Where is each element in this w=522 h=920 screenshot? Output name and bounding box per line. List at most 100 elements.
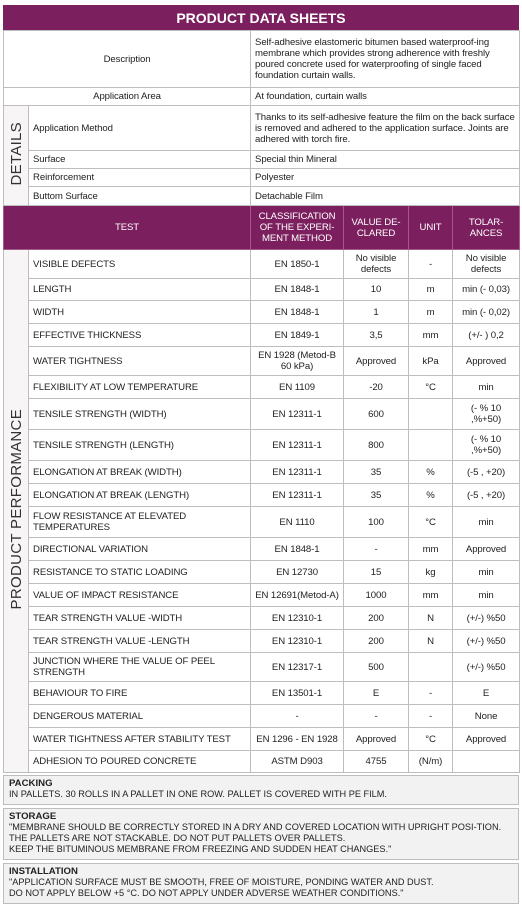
- declared-value: 500: [343, 652, 410, 682]
- test-method: EN 1928 (Metod-B 60 kPa): [250, 346, 345, 376]
- performance-row: ELONGATION AT BREAK (LENGTH) EN 12311-1 35…: [4, 483, 521, 507]
- performance-row: WIDTH EN 1848-1 1 m min (- 0,02): [4, 300, 521, 324]
- performance-row: LENGTH EN 1848-1 10 m min (- 0,03): [4, 278, 521, 301]
- unit: [408, 652, 454, 682]
- test-name: EFFECTIVE THICKNESS: [27, 323, 252, 347]
- test-name: ELONGATION AT BREAK (LENGTH): [27, 483, 252, 507]
- note: INSTALLATION "APPLICATION SURFACE MUST BE…: [3, 863, 519, 904]
- details-row: Buttom Surface Detachable Film: [4, 186, 521, 206]
- test-name: FLEXIBILITY AT LOW TEMPERATURE: [27, 375, 252, 399]
- row-label: Buttom Surface: [27, 186, 252, 206]
- unit: N: [408, 629, 454, 653]
- test-name: ELONGATION AT BREAK (WIDTH): [27, 460, 252, 484]
- tolerance: Approved: [452, 537, 521, 561]
- details-row: Surface Special thin Mineral: [4, 150, 521, 169]
- row-label: Application Area: [2, 87, 252, 106]
- declared-value: -20: [343, 375, 410, 399]
- test-name: WATER TIGHTNESS AFTER STABILITY TEST: [27, 727, 252, 751]
- test-method: EN 1849-1: [250, 323, 345, 347]
- note-text: "APPLICATION SURFACE MUST BE SMOOTH, FRE…: [9, 877, 434, 898]
- test-name: LENGTH: [27, 278, 252, 301]
- unit: mm: [408, 537, 454, 561]
- declared-value: 3,5: [343, 323, 410, 347]
- unit: °C: [408, 506, 454, 538]
- test-method: EN 12310-1: [250, 606, 345, 630]
- column-header: VALUE DE-CLARED: [343, 205, 410, 250]
- performance-row: DIRECTIONAL VARIATION EN 1848-1- mm Approve…: [4, 537, 521, 561]
- test-method: EN 12311-1: [250, 398, 345, 430]
- test-method: EN 1850-1: [250, 249, 345, 279]
- column-header: TOLAR-ANCES: [452, 205, 521, 250]
- tolerance: min: [452, 583, 521, 607]
- details-row: DETAILS Application Method Thanks to its s…: [3, 105, 521, 206]
- declared-value: 600: [343, 398, 410, 430]
- test-method: -: [250, 704, 345, 728]
- test-name: DENGEROUS MATERIAL: [27, 704, 252, 728]
- test-method: EN 12317-1: [250, 652, 345, 682]
- column-header: TEST: [2, 205, 252, 250]
- test-method: EN 1848-1: [250, 300, 345, 324]
- declared-value: 100: [343, 506, 410, 538]
- performance-row: FLOW RESISTANCE AT ELEVATED TEMPERATURES…: [4, 506, 521, 538]
- note-text: IN PALLETS. 30 ROLLS IN A PALLET IN ONE …: [9, 789, 387, 799]
- unit: °C: [408, 727, 454, 751]
- declared-value: -: [343, 537, 410, 561]
- note-title: INSTALLATION: [9, 866, 78, 877]
- test-name: ADHESION TO POURED CONCRETE: [27, 750, 252, 773]
- tolerance: (-5 , +20): [452, 460, 521, 484]
- row-value: At foundation, curtain walls: [250, 87, 521, 106]
- declared-value: 4755: [343, 750, 410, 773]
- declared-value: 15: [343, 560, 410, 584]
- tolerance: None: [452, 704, 521, 728]
- unit: mm: [408, 323, 454, 347]
- tolerance: (-5 , +20): [452, 483, 521, 507]
- declared-value: 200: [343, 606, 410, 630]
- note-text: "MEMBRANE SHOULD BE CORRECTLY STORED IN …: [9, 822, 502, 854]
- tolerance: No visible defects: [452, 249, 521, 279]
- test-method: EN 12311-1: [250, 429, 345, 461]
- note-title: PACKING: [9, 778, 53, 789]
- column-header: CLASSIFICATION OF THE EXPERI-MENT METHOD: [250, 205, 345, 250]
- unit: mm: [408, 583, 454, 607]
- performance-row: TENSILE STRENGTH (LENGTH) EN 12311-1 800 (-…: [4, 429, 521, 461]
- unit: [408, 398, 454, 430]
- tolerance: min: [452, 560, 521, 584]
- unit: -: [408, 681, 454, 705]
- tolerance: Approved: [452, 727, 521, 751]
- notes: PACKING IN PALLETS. 30 ROLLS IN A PALLET …: [3, 775, 519, 904]
- row-label: Surface: [27, 150, 252, 169]
- performance-row: EFFECTIVE THICKNESS EN 1849-1 3,5 mm (+/- ) …: [4, 323, 521, 347]
- data-sheet: PRODUCT DATA SHEETS Description Self-adhe…: [2, 5, 521, 907]
- test-method: EN 13501-1: [250, 681, 345, 705]
- general-row: Description Self-adhesive elastomeric bit…: [2, 30, 521, 88]
- declared-value: No visible defects: [343, 249, 410, 279]
- unit: kPa: [408, 346, 454, 376]
- performance-row: ELONGATION AT BREAK (WIDTH) EN 12311-1 35%…: [4, 460, 521, 484]
- header-row: TEST CLASSIFICATION OF THE EXPERI-MENT ME…: [2, 205, 521, 250]
- row-value: Self-adhesive elastomeric bitumen based …: [250, 30, 521, 88]
- tolerance: (- % 10 ,%+50): [452, 398, 521, 430]
- test-method: ASTM D903: [250, 750, 345, 773]
- unit: (N/m): [408, 750, 454, 773]
- declared-value: 200: [343, 629, 410, 653]
- performance-row: TEAR STRENGTH VALUE -LENGTH EN 12310-1 200…: [4, 629, 521, 653]
- tolerance: E: [452, 681, 521, 705]
- unit: m: [408, 300, 454, 324]
- tolerance: min: [452, 506, 521, 538]
- test-name: RESISTANCE TO STATIC LOADING: [27, 560, 252, 584]
- test-name: VISIBLE DEFECTS: [27, 249, 252, 279]
- tolerance: min (- 0,03): [452, 278, 521, 301]
- unit: N: [408, 606, 454, 630]
- performance-label: PRODUCT PERFORMANCE: [7, 409, 25, 610]
- test-name: FLOW RESISTANCE AT ELEVATED TEMPERATURES: [27, 506, 252, 538]
- declared-value: 1: [343, 300, 410, 324]
- unit: -: [408, 704, 454, 728]
- test-method: EN 12730: [250, 560, 345, 584]
- performance-group: PRODUCT PERFORMANCE: [3, 249, 29, 773]
- unit: -: [408, 249, 454, 279]
- test-name: TEAR STRENGTH VALUE -LENGTH: [27, 629, 252, 653]
- row-label: Description: [2, 30, 252, 88]
- performance-row: TENSILE STRENGTH (WIDTH) EN 12311-1 600 (- …: [4, 398, 521, 430]
- column-header: UNIT: [408, 205, 454, 250]
